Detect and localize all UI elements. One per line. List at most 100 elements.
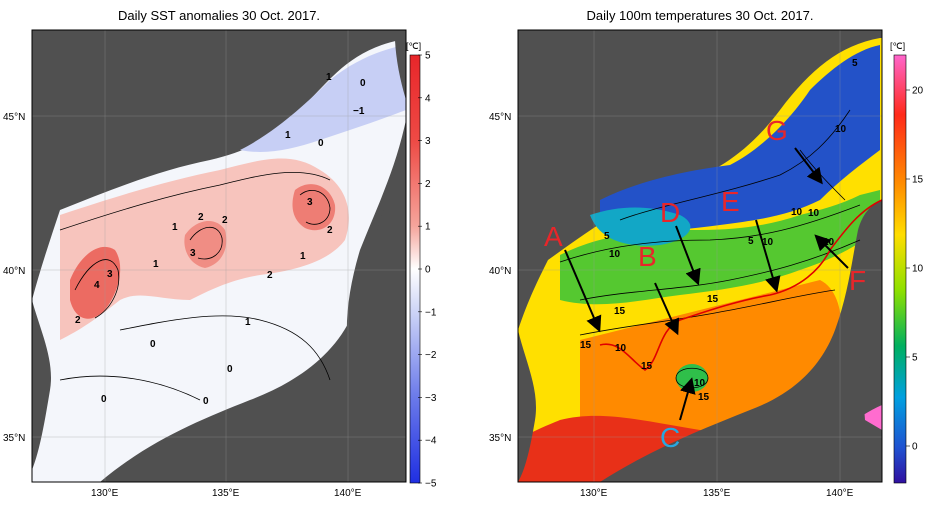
right-frame <box>517 29 883 483</box>
right-lat-label: 35°N <box>489 433 511 444</box>
right-map-title: Daily 100m temperatures 30 Oct. 2017. <box>586 8 814 23</box>
left-contour-label: 3 <box>307 197 313 208</box>
left-colorbar-tick-label: 0 <box>425 265 431 276</box>
right-green-band <box>560 190 880 305</box>
right-contour-label: 10 <box>835 124 847 135</box>
left-colorbar-tick-label: 1 <box>425 222 431 233</box>
right-colorbar-scale <box>893 54 907 484</box>
left-contour-label: 2 <box>327 225 333 236</box>
left-contour-label: −1 <box>353 106 365 117</box>
left-contour-label: 0 <box>150 339 156 350</box>
left-lat-label: 35°N <box>3 433 25 444</box>
annotation-letter-c: C <box>660 422 680 453</box>
right-contours <box>559 109 861 389</box>
left-lon-label: 130°E <box>91 488 119 499</box>
right-contour-label: 15 <box>614 306 626 317</box>
left-contour-label: 1 <box>300 251 306 262</box>
arrow-f <box>814 234 849 269</box>
left-contour-label: 1 <box>172 222 178 233</box>
annotation-letter-b: B <box>638 241 657 272</box>
right-contour-label: 10 <box>808 208 820 219</box>
right-lon-label: 130°E <box>580 488 608 499</box>
left-colorbar-tick-label: −5 <box>425 479 437 490</box>
right-colorbar: [℃] 20 15 10 5 0 <box>890 41 924 484</box>
right-contour-label: 15 <box>707 294 719 305</box>
left-map: 1 0 −1 1 0 3 2 2 1 3 2 1 2 1 3 4 2 1 0 0… <box>3 29 407 499</box>
left-lat-label: 45°N <box>3 112 25 123</box>
left-japan-land <box>100 185 406 482</box>
left-contour-label: 2 <box>222 215 228 226</box>
annotation-letter-f: F <box>849 265 866 296</box>
right-contour-labels: 5 10 10 5 10 15 15 15 10 15 10 15 10 10 … <box>580 58 858 403</box>
left-contour-label: 0 <box>227 364 233 375</box>
right-colorbar-tick-label: 10 <box>912 264 924 275</box>
arrow-c <box>679 377 696 421</box>
left-contour-label: 0 <box>203 396 209 407</box>
arrow-d <box>675 225 701 286</box>
left-grid <box>32 30 406 482</box>
right-contour-label: 10 <box>791 207 803 218</box>
left-colorbar: [℃] 5 4 3 2 1 0 −1 −2 −3 −4 −5 <box>406 41 437 490</box>
left-korea-land <box>32 300 51 470</box>
left-contour-label: 4 <box>94 280 100 291</box>
left-contour-label: 1 <box>326 72 332 83</box>
right-contour-label: 5 <box>604 231 610 242</box>
left-colorbar-tick-label: −1 <box>425 307 437 318</box>
left-colorbar-unit: [℃] <box>406 41 421 51</box>
annotation-letter-g: G <box>766 115 788 146</box>
right-contour-label: 10 <box>823 237 835 248</box>
left-contour-label: 2 <box>75 315 81 326</box>
right-contour-label: 10 <box>694 378 706 389</box>
left-map-title: Daily SST anomalies 30 Oct. 2017. <box>117 8 321 23</box>
left-lon-label: 140°E <box>334 488 362 499</box>
left-contour-label: 3 <box>190 248 196 259</box>
left-colorbar-tick-label: 4 <box>425 93 431 104</box>
right-contour-label: 15 <box>641 361 653 372</box>
left-colorbar-tick-label: 2 <box>425 179 431 190</box>
left-cold-region <box>240 45 406 152</box>
right-contour-label: 15 <box>580 340 592 351</box>
right-contour-label: 15 <box>698 392 710 403</box>
right-colorbar-tick-label: 5 <box>912 353 918 364</box>
right-contour-label: 10 <box>615 343 627 354</box>
left-contour-label: 1 <box>285 130 291 141</box>
left-contours <box>59 171 331 401</box>
right-colorbar-unit: [℃] <box>890 41 905 51</box>
left-contour-labels: 1 0 −1 1 0 3 2 2 1 3 2 1 2 1 3 4 2 1 0 0… <box>75 72 366 407</box>
left-contour-label: 0 <box>318 138 324 149</box>
left-sakhalin-land <box>395 40 406 100</box>
left-contour-label: 2 <box>198 212 204 223</box>
right-annotation-letters: A B C D E F G <box>544 115 866 453</box>
right-contour-label: 5 <box>852 58 858 69</box>
right-lon-label: 140°E <box>826 488 854 499</box>
right-map: 5 10 10 5 10 15 15 15 10 15 10 15 10 10 … <box>489 29 883 499</box>
right-korea-land <box>518 330 537 482</box>
right-grid <box>518 30 882 482</box>
annotation-letter-d: D <box>660 197 680 228</box>
left-warm-core-center <box>184 220 227 268</box>
left-lat-label: 40°N <box>3 266 25 277</box>
left-colorbar-tick-label: −2 <box>425 350 437 361</box>
right-lat-label: 40°N <box>489 266 511 277</box>
left-contour-label: 0 <box>101 394 107 405</box>
left-contour-label: 2 <box>267 270 273 281</box>
right-japan-land <box>600 200 882 482</box>
right-cold-north <box>600 45 880 233</box>
left-contour-label: 0 <box>360 78 366 89</box>
right-colorbar-tick-label: 0 <box>912 442 918 453</box>
left-colorbar-tick-label: −4 <box>425 436 437 447</box>
annotation-letter-a: A <box>544 221 563 252</box>
right-contour-label: 5 <box>748 236 754 247</box>
right-lon-label: 135°E <box>703 488 731 499</box>
left-contour-label: 3 <box>107 269 113 280</box>
annotation-letter-e: E <box>721 186 740 217</box>
right-colorbar-tick-label: 20 <box>912 86 924 97</box>
right-cyan-patch <box>590 207 691 246</box>
arrow-g <box>794 147 823 185</box>
right-contour-label: 10 <box>762 237 774 248</box>
left-contour-label: 1 <box>153 259 159 270</box>
arrow-b <box>654 282 680 336</box>
left-colorbar-tick-label: 3 <box>425 136 431 147</box>
left-colorbar-tick-label: 5 <box>425 51 431 62</box>
left-frame <box>31 29 407 483</box>
